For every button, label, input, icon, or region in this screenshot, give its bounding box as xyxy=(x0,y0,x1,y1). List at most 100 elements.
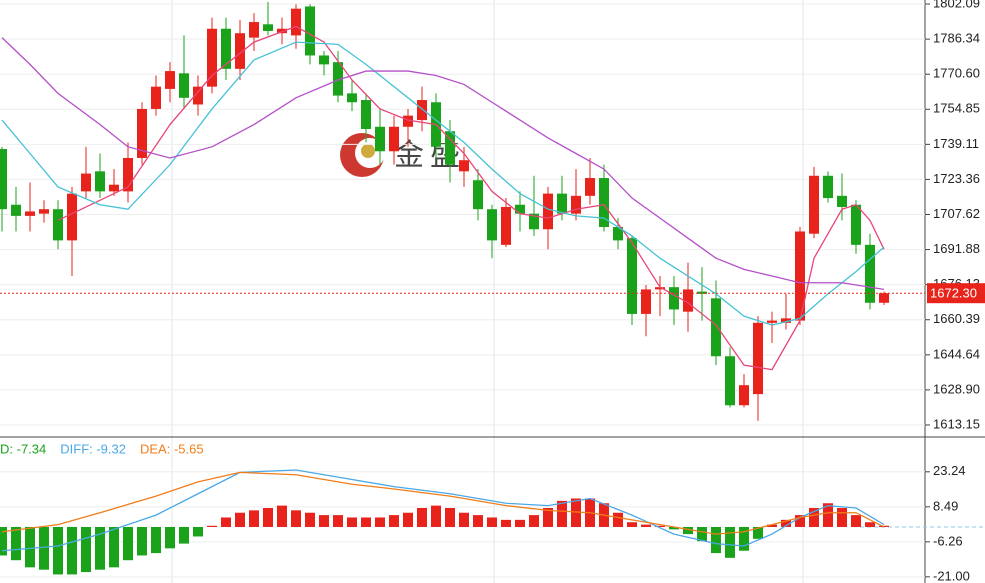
candle-body xyxy=(529,213,539,230)
candle-body xyxy=(739,385,749,406)
macd-bar xyxy=(39,526,49,570)
macd-bar xyxy=(487,517,497,527)
y-tick-label: 1802.09 xyxy=(933,0,980,10)
indicator-line xyxy=(57,25,885,371)
candle-body xyxy=(291,8,301,36)
candle-body xyxy=(879,293,889,303)
macd-bar xyxy=(53,526,63,575)
y-tick-label: 23.24 xyxy=(933,463,966,478)
macd-bar xyxy=(81,526,91,573)
macd-bar xyxy=(137,526,147,556)
candle-body xyxy=(599,178,609,228)
candle-body xyxy=(403,115,413,127)
macd-bar xyxy=(347,517,357,527)
candle-body xyxy=(585,178,595,196)
candle-body xyxy=(81,173,91,192)
candle-body xyxy=(193,86,203,105)
macd-bar xyxy=(291,510,301,527)
macd-bar xyxy=(711,526,721,554)
candle-body xyxy=(557,193,567,214)
macd-bar xyxy=(459,512,469,527)
indicator-line xyxy=(1,469,885,552)
macd-bar xyxy=(249,510,259,527)
candle-body xyxy=(221,28,231,69)
macd-bar xyxy=(683,526,693,535)
macd-bar xyxy=(851,515,861,527)
macd-bar xyxy=(235,512,245,527)
macd-bar xyxy=(767,524,777,527)
macd-bar xyxy=(263,507,273,527)
candle-body xyxy=(95,171,105,192)
candle-body xyxy=(347,93,357,103)
macd-bar xyxy=(375,517,385,527)
candle-body xyxy=(851,204,861,245)
macd-bar xyxy=(95,526,105,570)
candle-body xyxy=(711,298,721,357)
candle-body xyxy=(865,244,875,303)
macd-bar xyxy=(319,515,329,527)
candle-body xyxy=(361,100,371,129)
macd-bar xyxy=(193,526,203,537)
macd-bar xyxy=(179,526,189,544)
macd-bar xyxy=(67,526,77,575)
macd-bar xyxy=(333,515,343,527)
candle-body xyxy=(641,289,651,314)
macd-bar xyxy=(417,507,427,527)
last-price-label: 1672.30 xyxy=(930,286,977,301)
candle-body xyxy=(109,184,119,192)
y-tick-label: 8.49 xyxy=(933,498,958,513)
candle-body xyxy=(753,322,763,395)
candle-body xyxy=(249,22,259,38)
macd-bar xyxy=(557,500,567,527)
indicator-line xyxy=(1,41,885,326)
macd-bar xyxy=(725,526,735,558)
candle-body xyxy=(809,175,819,234)
macd-bar xyxy=(781,519,791,527)
candle-body xyxy=(725,356,735,406)
candle-body xyxy=(207,28,217,87)
y-tick-label: 1691.88 xyxy=(933,241,980,256)
macd-bar xyxy=(501,519,511,527)
candle-body xyxy=(277,28,287,34)
macd-bar xyxy=(809,507,819,527)
macd-bar xyxy=(473,515,483,527)
candle-body xyxy=(0,149,7,210)
macd-bar xyxy=(865,522,875,527)
y-tick-label: 1723.36 xyxy=(933,171,980,186)
candle-body xyxy=(11,204,21,216)
candle-body xyxy=(459,160,469,172)
candle-body xyxy=(389,126,399,152)
macd-bar xyxy=(515,519,525,527)
candle-body xyxy=(53,209,63,241)
indicator-line xyxy=(1,471,885,535)
y-tick-label: 1707.62 xyxy=(933,206,980,221)
candle-body xyxy=(151,86,161,109)
candle-body xyxy=(543,193,553,230)
y-tick-label: 1660.39 xyxy=(933,311,980,326)
candle-body xyxy=(39,209,49,214)
candle-body xyxy=(655,287,665,290)
candle-body xyxy=(683,289,693,312)
macd-bar xyxy=(151,526,161,554)
legend-entry: DIFF: -9.32 xyxy=(60,441,126,456)
macd-bar xyxy=(837,507,847,527)
candle-body xyxy=(263,24,273,31)
candle-body xyxy=(123,157,133,192)
candle-body xyxy=(823,175,833,199)
y-tick-label: 1770.60 xyxy=(933,66,980,81)
macd-bar xyxy=(109,526,119,568)
candle-body xyxy=(515,204,525,214)
macd-bar xyxy=(543,507,553,527)
candle-body xyxy=(319,55,329,65)
candle-body xyxy=(795,231,805,321)
macd-bar xyxy=(431,505,441,527)
logo xyxy=(361,144,375,158)
legend-entry: D: -7.34 xyxy=(0,441,46,456)
macd-bar xyxy=(165,526,175,549)
y-tick-label: 1754.85 xyxy=(933,101,980,116)
macd-bar xyxy=(123,526,133,561)
macd-bar xyxy=(25,526,35,568)
macd-bar xyxy=(529,515,539,527)
